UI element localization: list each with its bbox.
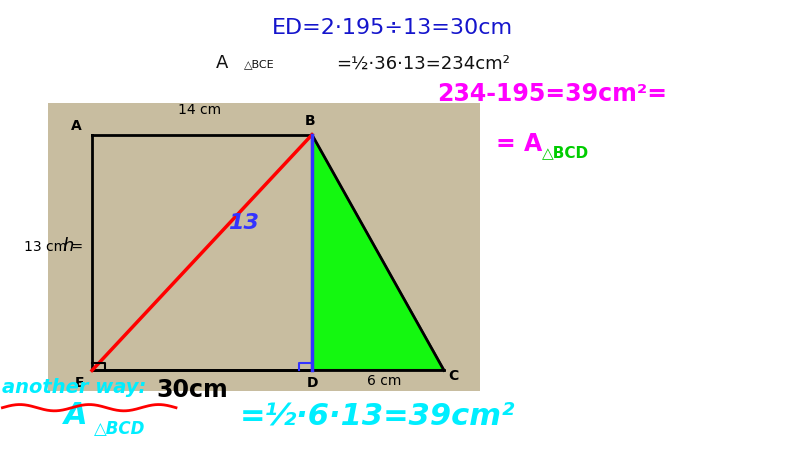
Text: △BCD: △BCD [542,145,590,160]
FancyBboxPatch shape [48,103,480,391]
Text: A: A [64,401,88,430]
Text: =½·36·13=234cm²: =½·36·13=234cm² [336,55,510,73]
Text: A: A [70,119,82,133]
Text: h: h [62,238,74,255]
Text: =½·6·13=39cm²: =½·6·13=39cm² [240,401,515,430]
Text: 30cm: 30cm [156,379,228,402]
Text: D: D [306,375,318,390]
Text: 13 cm =: 13 cm = [24,241,83,255]
Text: E: E [75,375,85,390]
Text: B: B [305,114,316,128]
Text: = A: = A [496,132,542,156]
Text: 6 cm: 6 cm [367,374,401,388]
Text: 13: 13 [229,213,259,233]
Text: ED=2·195÷13=30cm: ED=2·195÷13=30cm [271,18,513,38]
Text: A: A [216,54,228,72]
Text: △BCD: △BCD [94,420,146,438]
Polygon shape [312,135,444,370]
Text: 14 cm: 14 cm [178,104,222,118]
Text: 234-195=39cm²=: 234-195=39cm²= [437,82,667,106]
Text: C: C [449,369,458,383]
Text: another way:: another way: [2,379,146,397]
Text: △BCE: △BCE [244,59,274,69]
